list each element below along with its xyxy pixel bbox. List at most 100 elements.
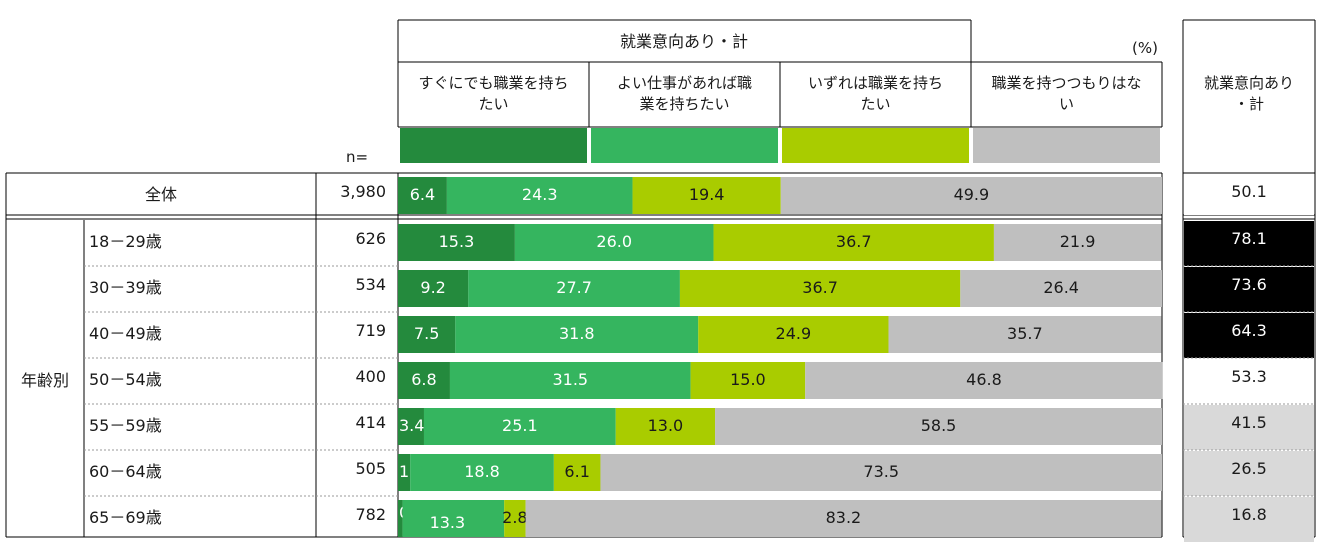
bar-label: 25.1: [502, 416, 538, 435]
bar-segment-1: [398, 454, 411, 491]
summary-total-value: 41.5: [1231, 413, 1267, 432]
bar-segment-3: [690, 362, 806, 399]
row-label: 60－64歳: [89, 462, 162, 481]
bar-segment-4: [888, 316, 1162, 353]
bar-segment-4: [993, 224, 1162, 261]
bar-label: 2.8: [502, 508, 527, 527]
bar-label: 58.5: [921, 416, 957, 435]
row-n-value: 719: [355, 321, 386, 340]
bar-segment-2: [455, 316, 699, 353]
row-n-value: 505: [355, 459, 386, 478]
row-label: 65－69歳: [89, 508, 162, 527]
bar-segment-2: [423, 408, 616, 445]
row-n-value: 3,980: [340, 182, 386, 201]
summary-total-value: 53.3: [1231, 367, 1267, 386]
bar-label: 13.0: [648, 416, 684, 435]
bar-segment-2: [468, 270, 680, 307]
bar-label: 15.3: [439, 232, 475, 251]
summary-cell-bg: [1184, 174, 1314, 215]
summary-cell-bg: [1184, 497, 1314, 542]
row-n-value: 626: [355, 229, 386, 248]
row-n-value: 400: [355, 367, 386, 386]
bar-label: 9.2: [420, 278, 445, 297]
bar-segment-2: [402, 500, 505, 537]
series-header-3: いずれは職業を持ちたい: [808, 74, 943, 113]
bar-segment-2: [449, 362, 691, 399]
bar-segment-1: [398, 270, 469, 307]
summary-total-value: 26.5: [1231, 459, 1267, 478]
series-header-1: すぐにでも職業を持ちたい: [418, 74, 568, 113]
bar-segment-2: [514, 224, 714, 261]
bar-label: 13.3: [430, 513, 466, 532]
bar-label: 36.7: [836, 232, 872, 251]
bar-segment-1: [398, 500, 403, 537]
bar-segment-3: [615, 408, 716, 445]
bar-segment-3: [713, 224, 994, 261]
legend-swatch-1: [400, 128, 587, 163]
bar-label: 36.7: [802, 278, 838, 297]
bar-label: 24.9: [776, 324, 812, 343]
summary-total-value: 64.3: [1231, 321, 1267, 340]
legend-swatch-2: [591, 128, 778, 163]
bar-label: 18.8: [464, 462, 500, 481]
bar-label: 6.8: [411, 370, 436, 389]
summary-total-value: 16.8: [1231, 505, 1267, 524]
bar-label: 35.7: [1007, 324, 1043, 343]
bar-segment-3: [504, 500, 526, 537]
bar-label: 83.2: [826, 508, 862, 527]
summary-header: 就業意向あり・計: [1204, 74, 1294, 113]
bar-segment-1: [398, 224, 515, 261]
bar-segment-3: [679, 270, 961, 307]
n-label: n=: [346, 148, 368, 166]
bar-segment-4: [600, 454, 1162, 491]
summary-cell-bg: [1184, 267, 1314, 312]
bar-label: 21.9: [1060, 232, 1096, 251]
bar-segment-2: [446, 177, 633, 214]
bar-segment-4: [960, 270, 1162, 307]
series-header-2: よい仕事があれば職業を持ちたい: [617, 74, 752, 113]
summary-cell-bg: [1184, 313, 1314, 358]
legend-swatch-3: [782, 128, 969, 163]
row-n-value: 414: [355, 413, 386, 432]
bar-label: 24.3: [522, 185, 558, 204]
row-label-total: 全体: [145, 185, 177, 204]
bar-label: 46.8: [966, 370, 1002, 389]
series-header-4: 職業を持つつもりはない: [991, 74, 1141, 113]
bar-segment-4: [525, 500, 1162, 537]
bar-label: 49.9: [954, 185, 990, 204]
bar-segment-3: [698, 316, 889, 353]
summary-cell-bg: [1184, 451, 1314, 496]
group-header: 就業意向あり・計: [620, 32, 748, 51]
bar-label: 26.4: [1043, 278, 1079, 297]
row-n-value: 534: [355, 275, 386, 294]
summary-total-value: 50.1: [1231, 182, 1267, 201]
row-label: 40－49歳: [89, 324, 162, 343]
bar-segment-4: [805, 362, 1163, 399]
bar-label: 7.5: [414, 324, 439, 343]
bar-label: 26.0: [596, 232, 632, 251]
bar-label: 73.5: [863, 462, 899, 481]
row-label: 50－54歳: [89, 370, 162, 389]
bar-segment-4: [780, 177, 1162, 214]
row-label: 30－39歳: [89, 278, 162, 297]
bar-segment-3: [632, 177, 781, 214]
summary-total-value: 73.6: [1231, 275, 1267, 294]
unit-label: (%): [1132, 39, 1158, 57]
bar-label: 31.5: [552, 370, 588, 389]
summary-cell-bg: [1184, 359, 1314, 404]
bar-segment-4: [715, 408, 1162, 445]
bar-segment-1: [398, 177, 447, 214]
bar-label: 31.8: [559, 324, 595, 343]
bar-label: 3.4: [399, 416, 424, 435]
row-label: 55－59歳: [89, 416, 162, 435]
row-n-value: 782: [355, 505, 386, 524]
summary-cell-bg: [1184, 221, 1314, 266]
bar-segment-2: [410, 454, 554, 491]
row-label: 18－29歳: [89, 232, 162, 251]
bar-label: 6.4: [410, 185, 435, 204]
bar-label: 27.7: [556, 278, 592, 297]
legend-swatch-4: [973, 128, 1160, 163]
bar-segment-1: [398, 316, 456, 353]
bar-label: 6.1: [564, 462, 589, 481]
